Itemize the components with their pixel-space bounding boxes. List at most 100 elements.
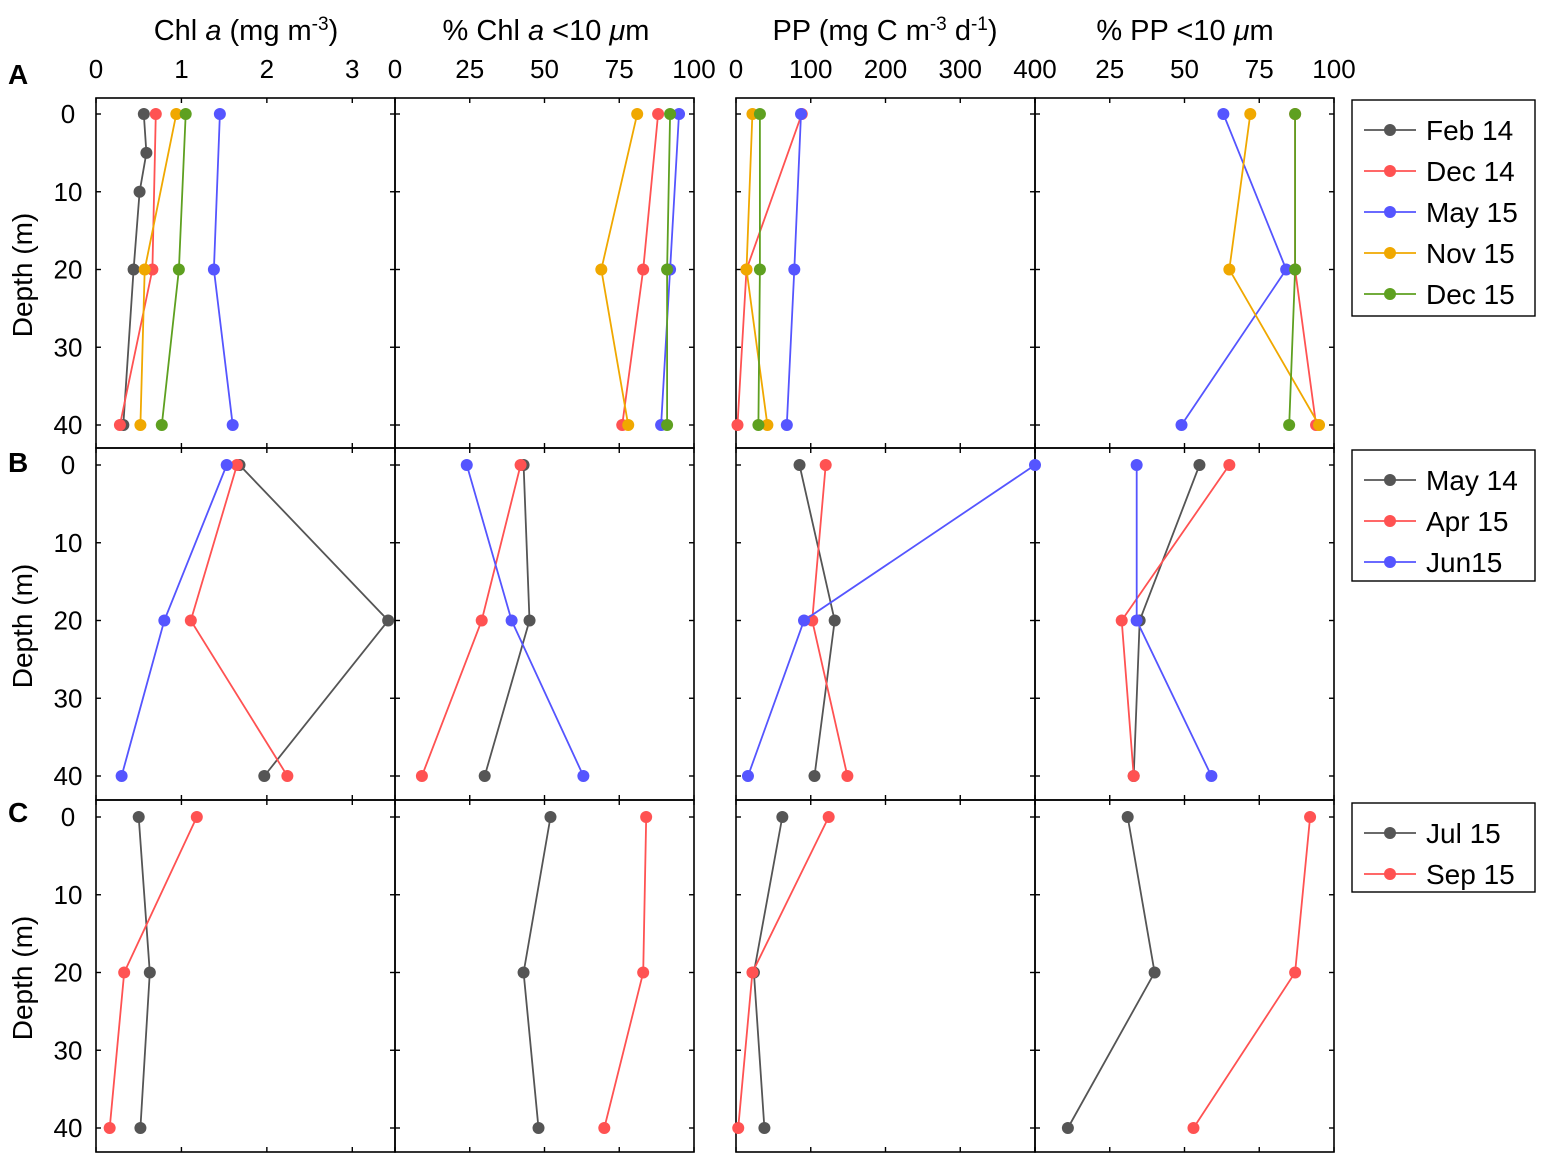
axes-frame bbox=[95, 447, 396, 801]
data-point bbox=[761, 419, 774, 431]
data-point bbox=[753, 108, 766, 120]
data-point bbox=[1244, 108, 1257, 120]
legends: Feb 14 Dec 14 May 15 Nov 15 Dec 15 May 14 Apr … bbox=[1351, 99, 1536, 893]
x-tick-label-chl-0: 0 bbox=[89, 54, 103, 84]
y-tick-label: 40 bbox=[54, 1113, 83, 1143]
data-point bbox=[637, 966, 650, 979]
x-tick-label-chl-1: 1 bbox=[174, 54, 188, 84]
legend-swatch-marker bbox=[1384, 868, 1396, 880]
y-axis-label: Depth (m) bbox=[7, 916, 38, 1040]
data-point bbox=[514, 459, 527, 471]
axes-frame bbox=[394, 97, 695, 449]
data-point bbox=[819, 459, 832, 471]
legend-swatch-marker bbox=[1384, 124, 1396, 136]
data-point bbox=[143, 966, 156, 979]
data-point bbox=[776, 811, 789, 823]
data-point bbox=[1193, 459, 1206, 471]
x-tick-label-chl-2: 2 bbox=[260, 54, 274, 84]
legend-swatch-marker bbox=[1384, 515, 1396, 527]
x-tick-label-pp-3: 300 bbox=[939, 54, 982, 84]
y-tick-label: 0 bbox=[61, 450, 75, 480]
axes-frame bbox=[735, 97, 1036, 449]
data-point bbox=[179, 108, 192, 120]
data-point bbox=[226, 419, 239, 431]
data-point bbox=[258, 770, 271, 782]
x-tick-label-chl-3: 3 bbox=[345, 54, 359, 84]
header-chl: Chl a (mg m-3) bbox=[154, 14, 339, 48]
x-tick-label-ppp-2: 50 bbox=[1170, 54, 1199, 84]
data-point bbox=[1223, 459, 1236, 471]
legend-B: May 14 Apr 15 Jun15 bbox=[1351, 449, 1536, 582]
data-point bbox=[1187, 1122, 1200, 1134]
data-point bbox=[1289, 263, 1302, 276]
data-point bbox=[1223, 263, 1236, 276]
data-point bbox=[741, 770, 754, 782]
data-point bbox=[822, 811, 835, 823]
data-point bbox=[115, 770, 128, 782]
data-point bbox=[740, 263, 753, 276]
y-tick-label: 30 bbox=[54, 683, 83, 713]
x-tick-label-pp-1: 100 bbox=[789, 54, 832, 84]
legend-entry: Sep 15 bbox=[1426, 859, 1515, 890]
data-point bbox=[808, 770, 821, 782]
data-point bbox=[1029, 459, 1041, 471]
y-axis-label: Depth (m) bbox=[7, 564, 38, 688]
data-point bbox=[478, 770, 491, 782]
data-point bbox=[118, 966, 131, 979]
data-point bbox=[134, 419, 147, 431]
y-tick-label: 30 bbox=[54, 332, 83, 362]
x-tick-label-pchl-4: 100 bbox=[672, 54, 715, 84]
panels: A Depth (m) 0 10 20 30 40 B Depth (m) 0 10 20 30 40 C D… bbox=[7, 59, 1335, 1153]
legend-swatch-marker bbox=[1384, 247, 1396, 259]
data-point bbox=[1283, 419, 1296, 431]
y-tick-label: 40 bbox=[54, 410, 83, 440]
x-tick-label-ppp-1: 25 bbox=[1095, 54, 1124, 84]
data-point bbox=[598, 1122, 611, 1134]
data-point bbox=[1289, 966, 1302, 979]
axes-frame bbox=[394, 447, 695, 801]
data-point bbox=[1130, 614, 1143, 627]
x-tick-label-pchl-1: 25 bbox=[455, 54, 484, 84]
data-point bbox=[132, 811, 145, 823]
y-tick-label: 10 bbox=[54, 177, 83, 207]
data-point bbox=[1130, 459, 1143, 471]
legend-entry: May 14 bbox=[1426, 465, 1518, 496]
data-point bbox=[732, 1122, 745, 1134]
y-tick-label: 10 bbox=[54, 880, 83, 910]
panel-label: B bbox=[8, 447, 28, 478]
panel-A: A Depth (m) 0 10 20 30 40 bbox=[7, 59, 1335, 449]
data-point bbox=[652, 108, 665, 120]
series-line-may-14-chl bbox=[238, 464, 390, 777]
data-point bbox=[460, 459, 473, 471]
data-point bbox=[190, 811, 203, 823]
data-point bbox=[622, 419, 635, 431]
legend-swatch-marker bbox=[1384, 556, 1396, 568]
legend-box bbox=[1351, 99, 1536, 317]
data-point bbox=[207, 263, 220, 276]
axes-frame bbox=[1034, 447, 1335, 801]
data-point bbox=[532, 1122, 545, 1134]
data-point bbox=[798, 614, 811, 627]
panel-label: A bbox=[8, 59, 28, 90]
y-tick-label: 30 bbox=[54, 1035, 83, 1065]
data-point bbox=[1127, 770, 1140, 782]
data-point bbox=[661, 419, 674, 431]
data-point bbox=[753, 263, 766, 276]
legend-box bbox=[1351, 449, 1536, 582]
axes-frame bbox=[735, 799, 1036, 1153]
legend-swatch-marker bbox=[1384, 474, 1396, 486]
data-point bbox=[140, 146, 153, 159]
x-tick-label-ppp-3: 75 bbox=[1245, 54, 1274, 84]
data-point bbox=[758, 1122, 771, 1134]
data-point bbox=[640, 811, 653, 823]
legend-entry: May 15 bbox=[1426, 197, 1518, 228]
data-point bbox=[281, 770, 294, 782]
data-point bbox=[1304, 811, 1317, 823]
data-point bbox=[793, 459, 806, 471]
data-point bbox=[1121, 811, 1134, 823]
legend-C: Jul 15 Sep 15 bbox=[1351, 802, 1536, 893]
header-ppp: % PP <10 μm bbox=[1096, 15, 1273, 47]
data-point bbox=[1115, 614, 1128, 627]
data-point bbox=[382, 614, 395, 627]
